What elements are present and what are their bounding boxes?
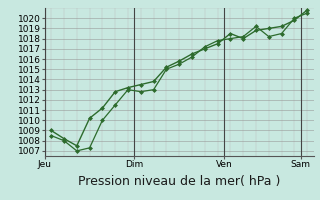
X-axis label: Pression niveau de la mer( hPa ): Pression niveau de la mer( hPa ) [78,175,280,188]
